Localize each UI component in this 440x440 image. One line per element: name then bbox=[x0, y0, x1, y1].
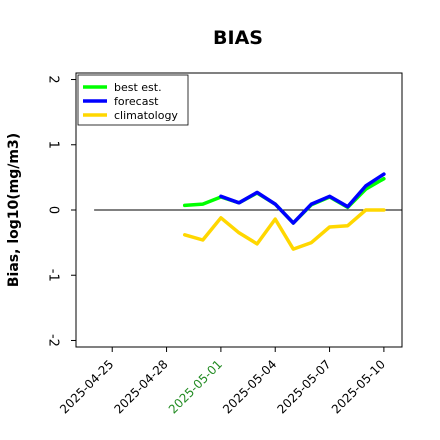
x-tick-label: 2025-05-07 bbox=[274, 357, 333, 416]
legend: best est. forecast climatology bbox=[77, 74, 189, 126]
legend-label-forecast: forecast bbox=[114, 95, 159, 108]
x-tick-label: 2025-04-25 bbox=[57, 357, 116, 416]
series-line-forecast bbox=[219, 172, 386, 225]
y-tick-label: -1 bbox=[45, 269, 60, 282]
y-tick-label: -2 bbox=[45, 334, 60, 347]
y-tick-label: 2 bbox=[45, 75, 60, 83]
chart-title: BIAS bbox=[213, 27, 263, 49]
legend-label-best-est: best est. bbox=[114, 81, 162, 94]
x-tick-label: 2025-04-28 bbox=[111, 357, 170, 416]
y-tick-label: 1 bbox=[45, 141, 60, 149]
legend-label-climatology: climatology bbox=[114, 109, 178, 122]
x-tick-label: 2025-05-04 bbox=[220, 357, 279, 416]
y-axis-label: Bias, log10(mg/m3) bbox=[6, 133, 22, 287]
x-tick-label: 2025-05-10 bbox=[329, 357, 388, 416]
series-line-climatology bbox=[182, 208, 386, 251]
y-tick-label: 0 bbox=[45, 206, 60, 214]
x-tick-label: 2025-05-01 bbox=[166, 357, 225, 416]
